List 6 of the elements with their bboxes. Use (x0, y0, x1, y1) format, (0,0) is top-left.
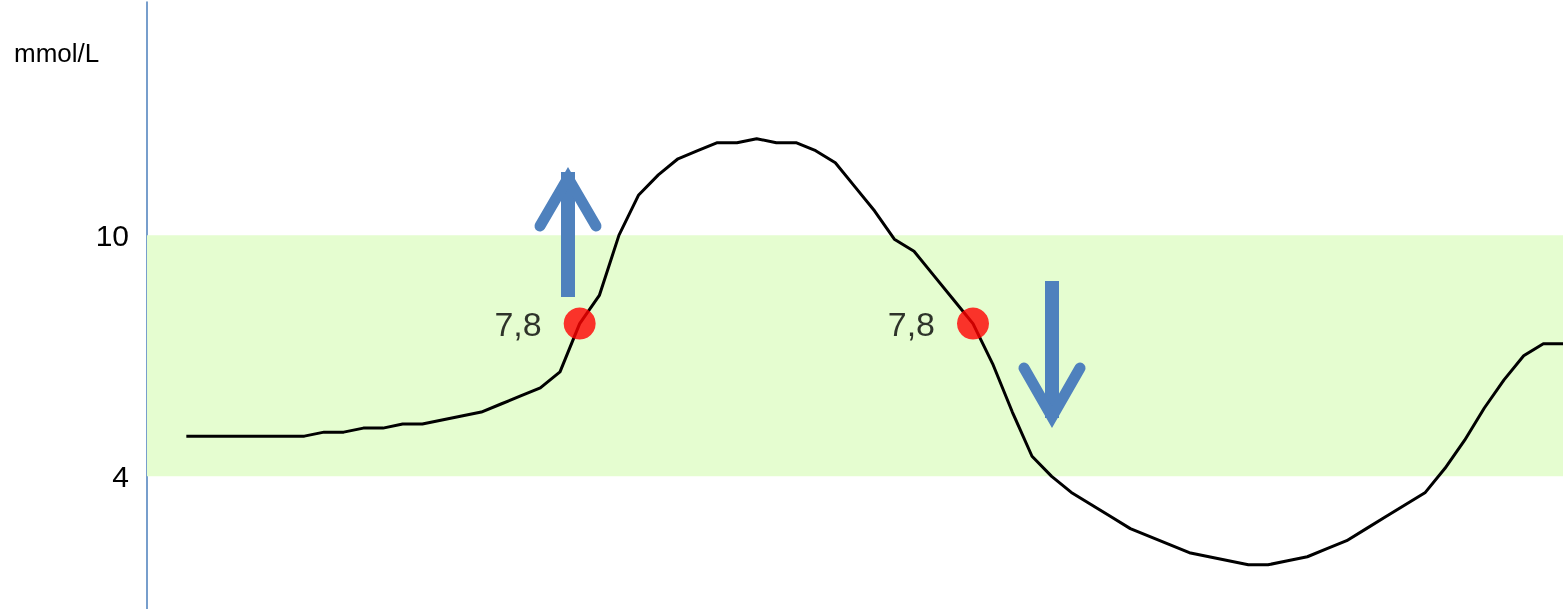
y-tick-label: 10 (95, 218, 129, 252)
data-label: 7,8 (494, 304, 542, 343)
y-axis-title: mmol/L (14, 38, 100, 68)
line-series (184, 137, 1563, 567)
y-tick-label: 4 (112, 459, 129, 493)
data-label: 7,8 (887, 304, 935, 343)
